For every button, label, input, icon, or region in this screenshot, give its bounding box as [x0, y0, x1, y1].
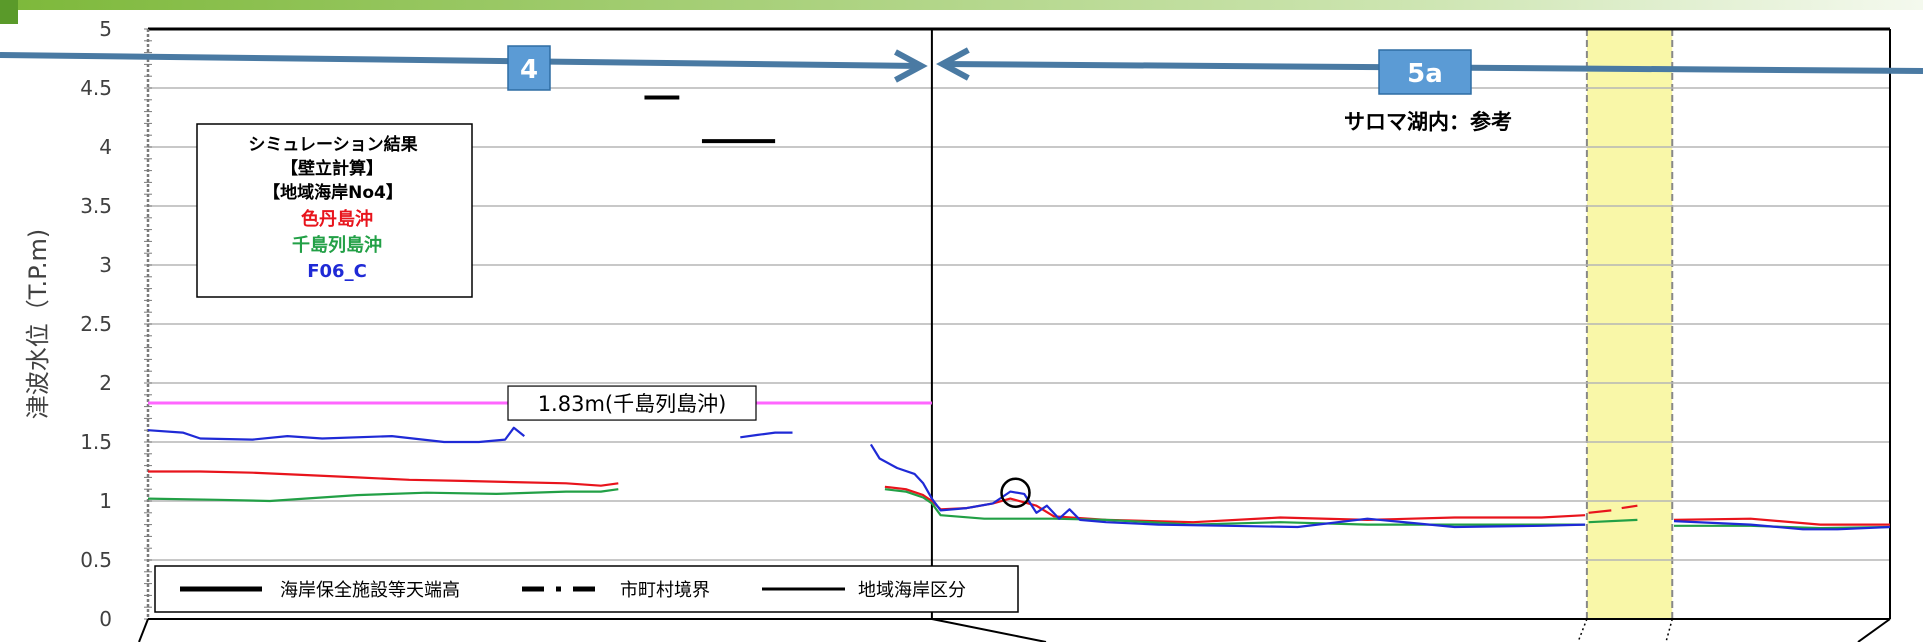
zone-4-label: 4	[520, 55, 538, 85]
series-line	[884, 485, 1586, 524]
y-tick-label: 3.5	[80, 194, 112, 218]
series-line	[1673, 520, 1891, 531]
zone-4-arrow-line	[0, 52, 922, 69]
series-line	[1673, 517, 1890, 526]
reference-label-box	[507, 385, 757, 421]
y-tick-label: 5	[99, 17, 112, 41]
series-line	[1588, 518, 1638, 524]
zone-5a-arrowhead	[936, 47, 970, 81]
connector-line	[138, 618, 149, 642]
series-line	[147, 426, 525, 444]
y-tick-label: 4	[99, 135, 112, 159]
bottom-legend-box	[154, 565, 1019, 613]
legend-heading: 【地域海岸No4】	[263, 182, 403, 203]
y-tick-label: 4.5	[80, 76, 112, 100]
zone-5a-label: 5a	[1407, 59, 1443, 89]
reference-label: 1.83m(千島列島沖)	[538, 392, 727, 416]
y-tick-label: 2	[99, 371, 112, 395]
legend-entry: 千島列島沖	[292, 234, 382, 256]
series-line	[1621, 504, 1638, 510]
y-tick-label: 0	[99, 607, 112, 631]
zone-5a-box	[1378, 49, 1472, 95]
legend-entry: F06_C	[307, 261, 367, 282]
bottom-legend-label: 地域海岸区分	[858, 580, 966, 601]
zone-5a-note: サロマ湖内：参考	[1344, 110, 1512, 134]
bottom-legend-label: 市町村境界	[620, 580, 710, 601]
y-tick-label: 2.5	[80, 312, 112, 336]
connector-line	[1857, 618, 1891, 642]
series-line	[1588, 509, 1612, 514]
legend-box	[196, 123, 473, 298]
series-line	[147, 488, 619, 503]
legend-heading: 【壁立計算】	[281, 158, 383, 179]
connector-line	[1577, 618, 1588, 642]
series-line	[740, 431, 793, 439]
legend-entry: 色丹島沖	[301, 208, 373, 230]
y-tick-label: 1.5	[80, 430, 112, 454]
y-tick-label: 0.5	[80, 548, 112, 572]
y-tick-label: 3	[99, 253, 112, 277]
zone-4-box	[507, 45, 551, 91]
y-axis-label: 津波水位（T.P.m)	[24, 229, 52, 420]
series-line	[869, 443, 1586, 529]
series-line	[148, 470, 619, 487]
top-accent-bar	[0, 0, 1923, 10]
peak-marker-circle	[1000, 477, 1031, 508]
legend-heading: シミュレーション結果	[248, 134, 417, 155]
bottom-legend-label: 海岸保全施設等天端高	[280, 580, 460, 601]
y-tick-label: 1	[99, 489, 112, 513]
zone-4-arrowhead	[894, 49, 928, 83]
corner-accent	[0, 0, 18, 24]
connector-line	[1665, 618, 1673, 642]
connector-line	[931, 618, 1047, 642]
